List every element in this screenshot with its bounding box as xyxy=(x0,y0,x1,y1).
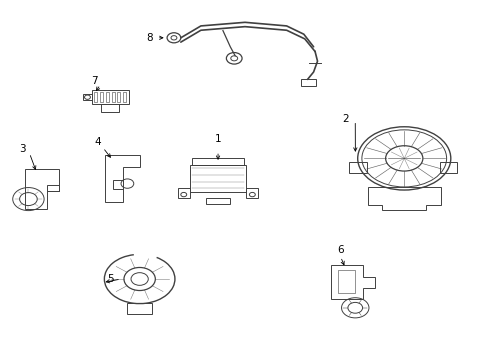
Text: 5: 5 xyxy=(107,274,114,284)
Text: 4: 4 xyxy=(95,137,101,147)
Text: 1: 1 xyxy=(215,134,221,144)
Text: 8: 8 xyxy=(146,33,153,43)
Text: 7: 7 xyxy=(91,76,98,86)
Text: 3: 3 xyxy=(19,144,25,154)
Text: 2: 2 xyxy=(342,114,349,124)
Text: 6: 6 xyxy=(337,245,344,255)
